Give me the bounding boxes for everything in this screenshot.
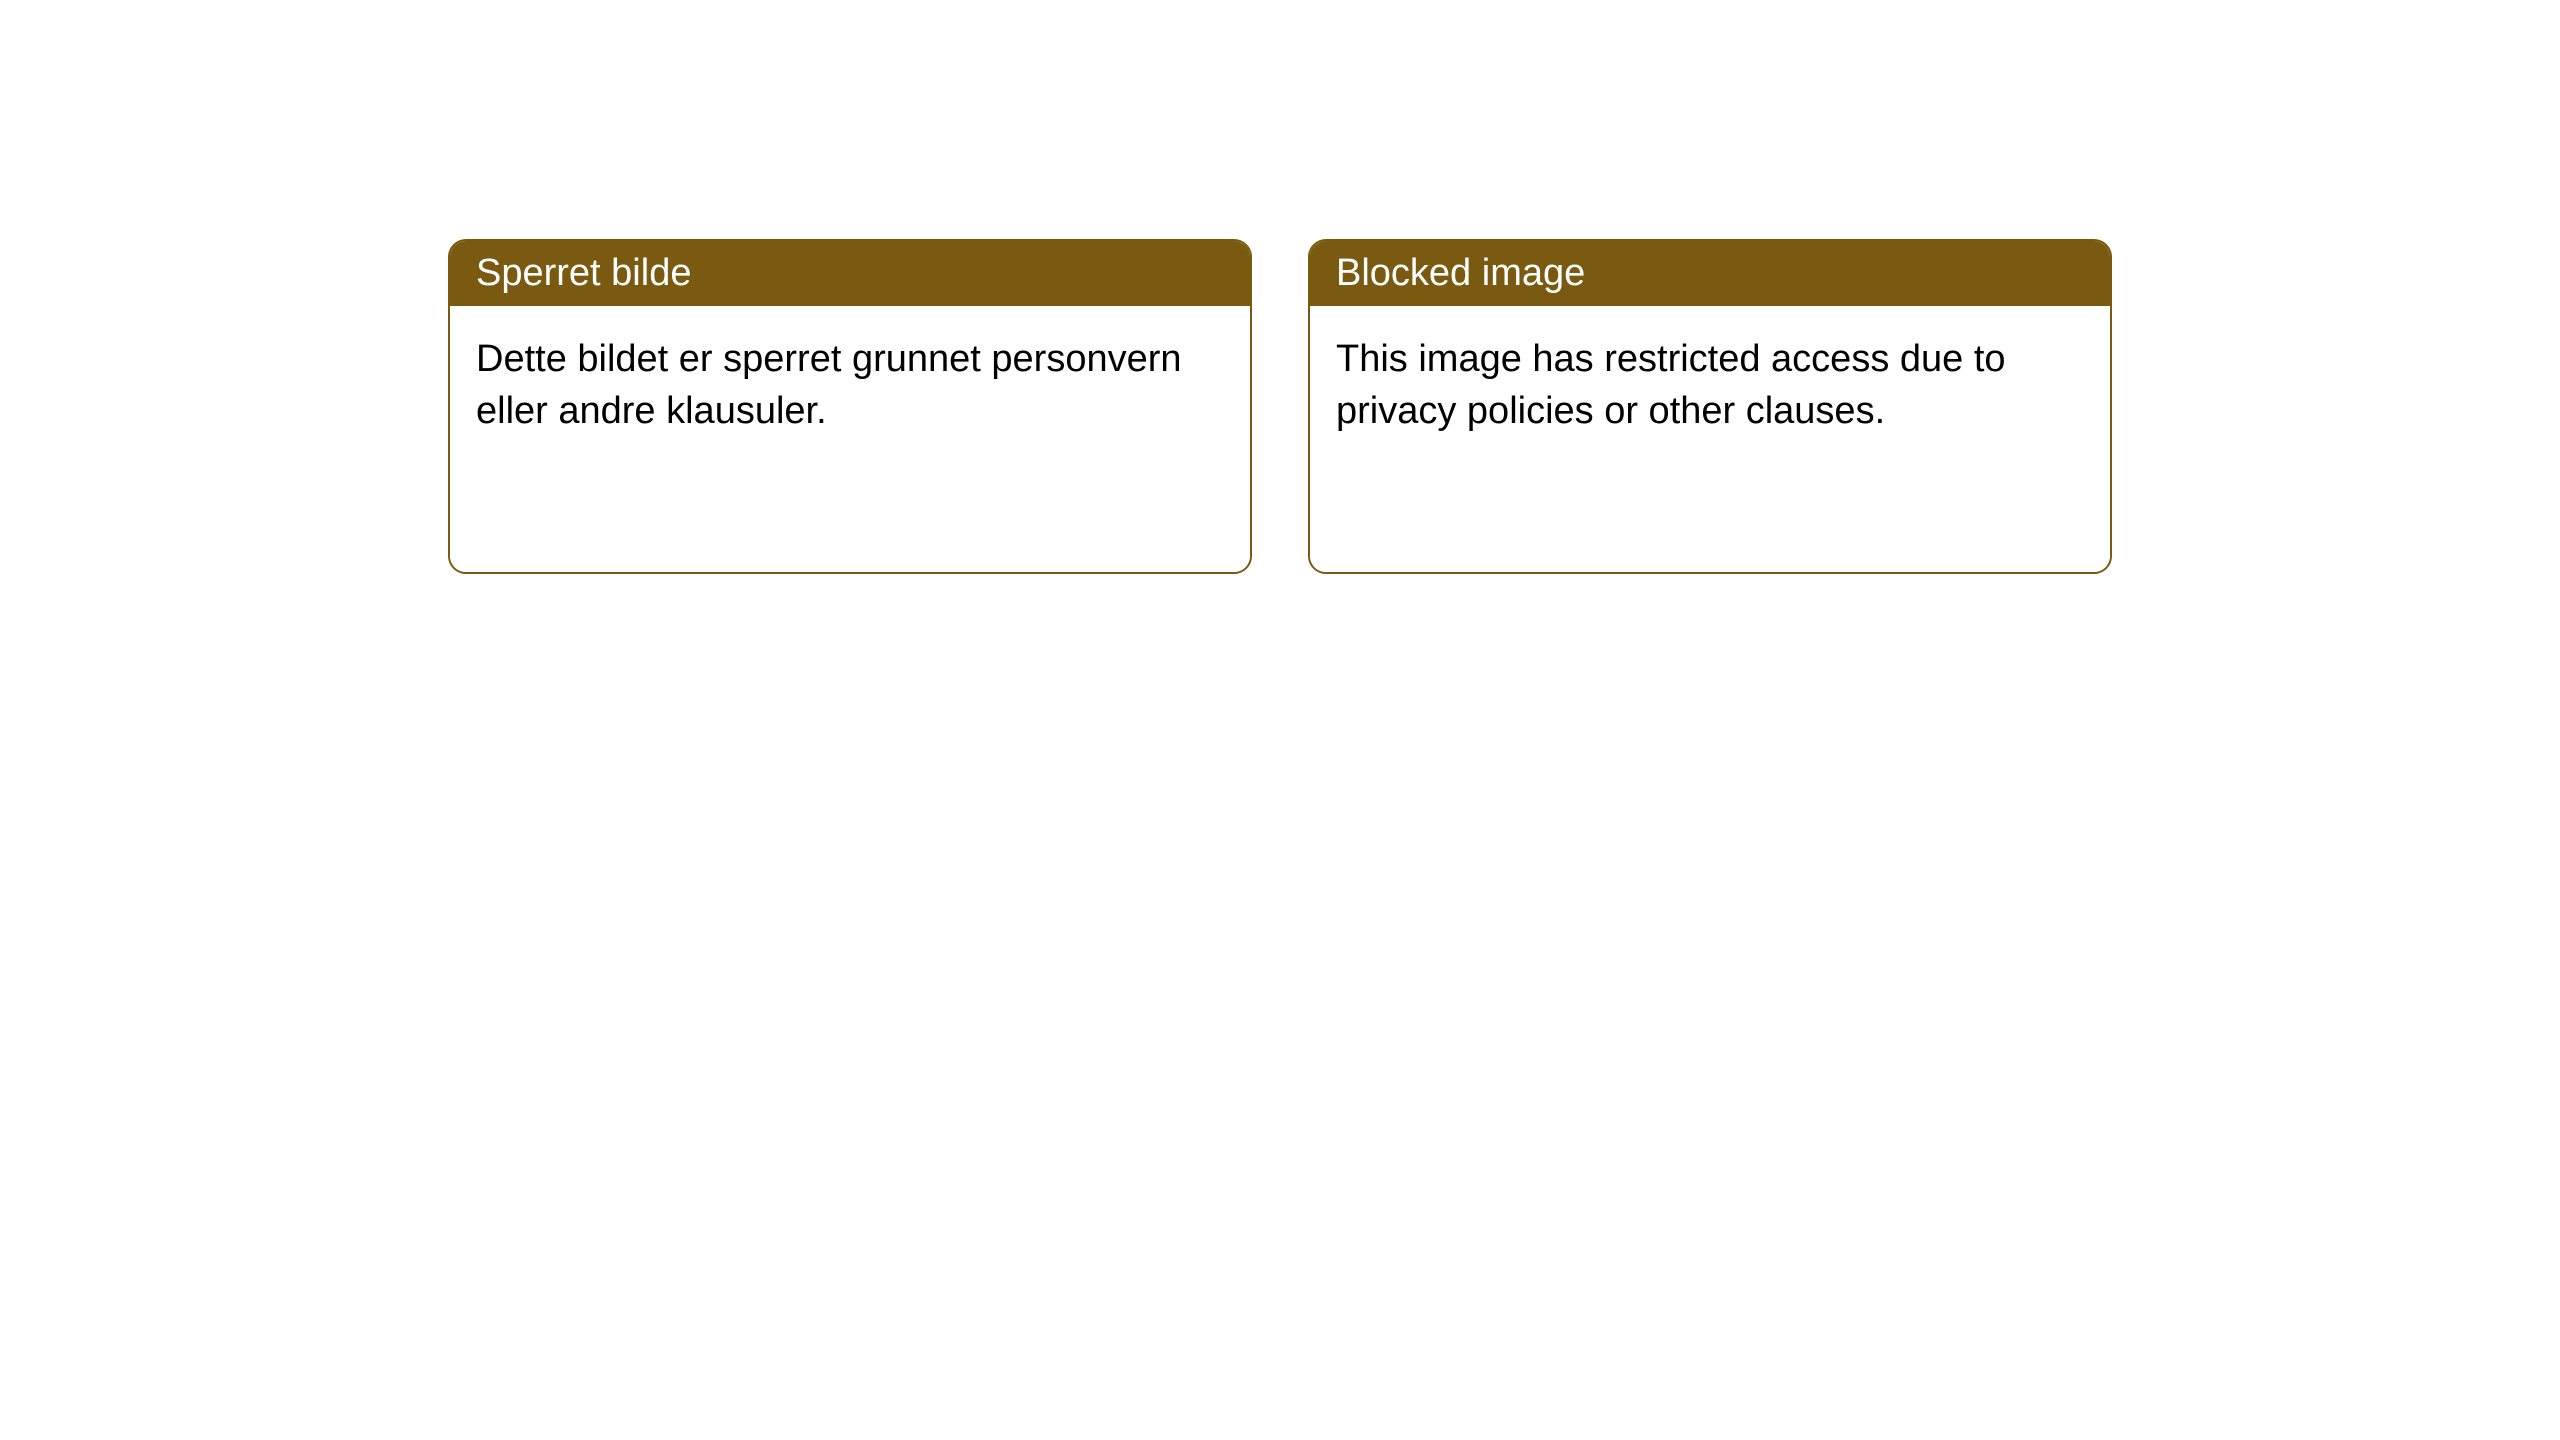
notice-container: Sperret bilde Dette bildet er sperret gr… bbox=[448, 239, 2112, 574]
notice-header-en: Blocked image bbox=[1310, 241, 2110, 306]
notice-header-no: Sperret bilde bbox=[450, 241, 1250, 306]
notice-card-en: Blocked image This image has restricted … bbox=[1308, 239, 2112, 574]
notice-body-en: This image has restricted access due to … bbox=[1310, 306, 2110, 572]
notice-card-no: Sperret bilde Dette bildet er sperret gr… bbox=[448, 239, 1252, 574]
notice-body-no: Dette bildet er sperret grunnet personve… bbox=[450, 306, 1250, 572]
